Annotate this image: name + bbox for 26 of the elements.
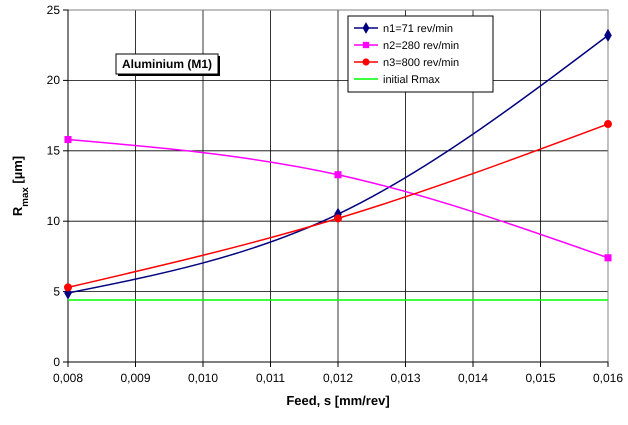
annotation: Aluminium (M1) [122,57,212,71]
x-axis-title: Feed, s [mm/rev] [286,393,390,408]
y-tick-label: 25 [46,2,60,17]
y-tick-label: 5 [53,284,60,298]
x-tick-label: 0,008 [52,371,84,385]
point [334,214,342,222]
x-tick-label: 0,009 [120,371,151,385]
point [64,136,72,144]
legend-label: n3=800 rev/min [383,57,460,69]
legend-label: initial Rmax [383,74,440,86]
y-tick-label: 0 [53,354,60,369]
point [604,254,612,262]
legend-label: n1=71 rev/min [383,23,454,35]
legend-label: n2=280 rev/min [383,40,460,52]
x-tick-label: 0,014 [458,371,488,385]
x-tick-label: 0,015 [525,371,556,385]
x-tick-label: 0,011 [256,371,286,385]
x-tick-label: 0,016 [592,371,624,385]
point [604,120,612,128]
y-tick-label: 15 [46,144,60,158]
point [334,171,342,178]
y-tick-label: 10 [46,214,60,228]
x-tick-label: 0,010 [188,371,218,385]
x-tick-label: 0,012 [322,371,354,385]
y-tick-label: 20 [46,73,60,88]
x-tick-label: 0,013 [390,371,421,385]
